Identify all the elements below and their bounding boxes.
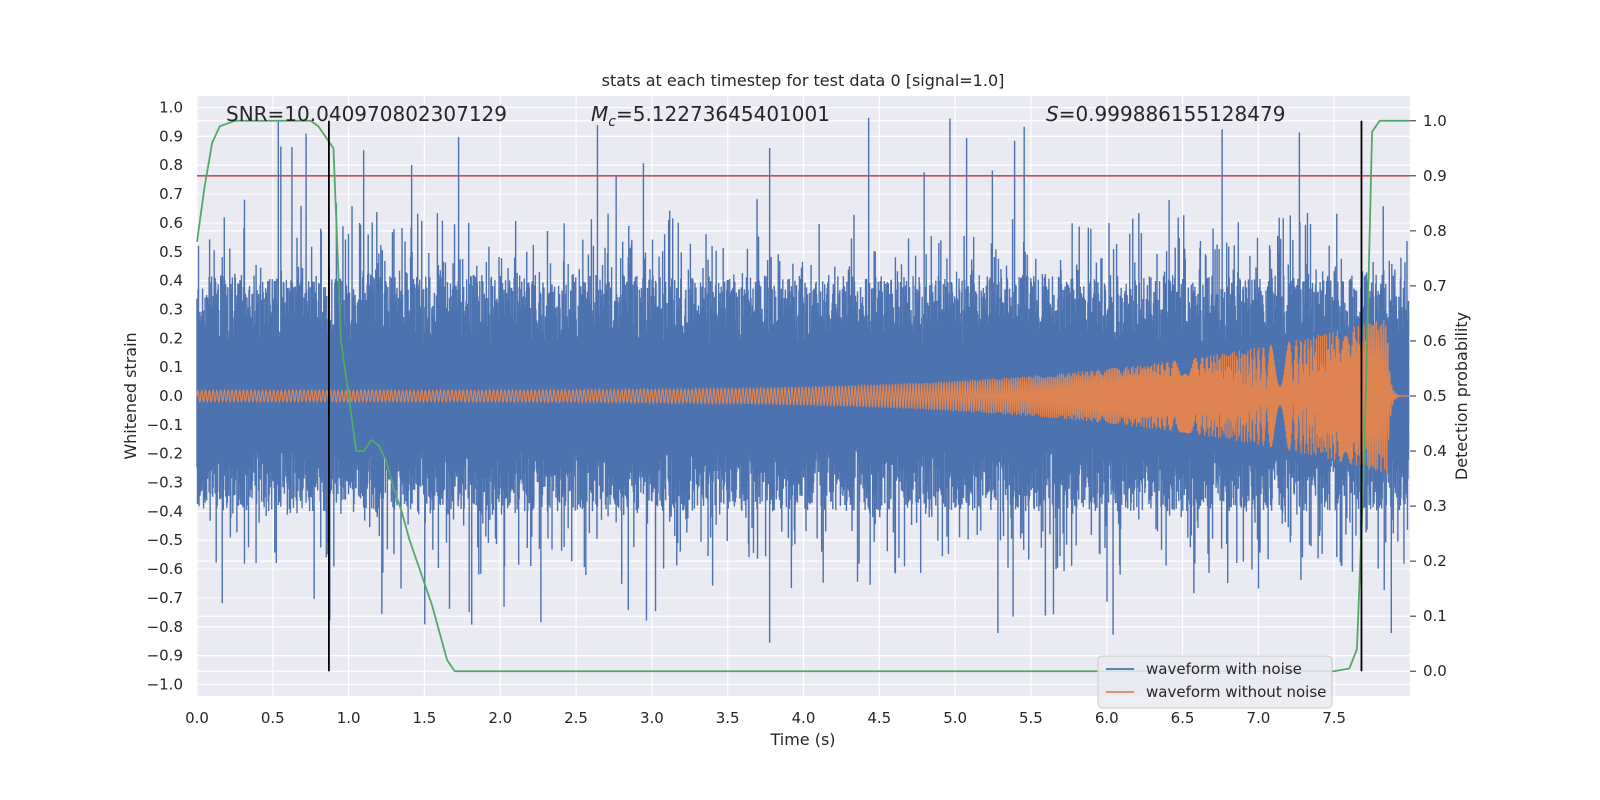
y2-tick-label: 1.0 — [1423, 112, 1447, 130]
y2-tick-label: 0.0 — [1423, 662, 1447, 680]
x-tick-label: 1.0 — [337, 709, 361, 727]
y2-tick-label: 0.4 — [1423, 442, 1447, 460]
s-symbol: S — [1046, 102, 1059, 126]
y-tick-label: 0.2 — [159, 329, 183, 347]
x-tick-label: 6.0 — [1095, 709, 1119, 727]
y2-tick-label: 0.6 — [1423, 332, 1447, 350]
x-tick-label: 4.0 — [792, 709, 816, 727]
x-tick-label: 3.5 — [716, 709, 740, 727]
y-axis-ticks: 1.0 0.9 0.8 0.7 0.6 0.5 0.4 0.3 0.2 0.1 0.0 −0.1 −0.… — [147, 99, 183, 694]
y2-tick-label: 0.8 — [1423, 222, 1447, 240]
y-tick-label: −0.8 — [147, 618, 183, 636]
mc-subscript: c — [608, 114, 616, 130]
detection-probability-line — [196, 119, 1410, 673]
marker-lines — [328, 120, 1363, 672]
y-tick-label: 0.8 — [159, 156, 183, 174]
x-tick-label: 3.0 — [640, 709, 664, 727]
y-tick-label: 0.7 — [159, 185, 183, 203]
mc-value: =5.12273645401001 — [616, 102, 830, 126]
legend-label-clean: waveform without noise — [1146, 683, 1326, 701]
x-tick-label: 6.5 — [1171, 709, 1195, 727]
x-tick-label: 5.5 — [1019, 709, 1043, 727]
y2-axis-title: Detection probability — [1452, 312, 1471, 480]
series-detection-probability — [196, 119, 1410, 673]
x-tick-label: 0.5 — [261, 709, 285, 727]
mc-symbol: M — [591, 102, 608, 126]
plot-area — [196, 96, 1410, 696]
x-tick-label: 2.5 — [564, 709, 588, 727]
y-tick-label: 1.0 — [159, 99, 183, 117]
x-axis-ticks: 0.0 0.5 1.0 1.5 2.0 2.5 3.0 3.5 4.0 4.5 5.0 5.5 6.0 6… — [185, 709, 1346, 727]
mc-annotation: Mc=5.12273645401001 — [591, 102, 830, 130]
y2-axis-ticks: 1.0 0.9 0.8 0.7 0.6 0.5 0.4 0.3 0.2 0.1 0.0 — [1410, 112, 1447, 680]
y2-tick-label: 0.5 — [1423, 387, 1447, 405]
x-tick-label: 1.5 — [413, 709, 437, 727]
y-tick-label: −0.6 — [147, 560, 183, 578]
y-axis-title: Whitened strain — [121, 332, 140, 459]
y2-tick-label: 0.7 — [1423, 277, 1447, 295]
y-tick-label: 0.0 — [159, 387, 183, 405]
y-tick-label: 0.3 — [159, 300, 183, 318]
y-tick-label: 0.5 — [159, 243, 183, 261]
y-tick-label: −0.5 — [147, 531, 183, 549]
y2-tick-label: 0.2 — [1423, 552, 1447, 570]
y-tick-label: 0.4 — [159, 272, 183, 290]
x-tick-label: 0.0 — [185, 709, 209, 727]
x-tick-label: 2.0 — [488, 709, 512, 727]
y-tick-label: −0.4 — [147, 502, 183, 520]
series-waveform-without-noise — [196, 320, 1409, 473]
y2-tick-label: 0.1 — [1423, 607, 1447, 625]
x-tick-label: 5.0 — [943, 709, 967, 727]
snr-annotation: SNR=10.040970802307129 — [226, 102, 507, 126]
y2-tick-label: 0.9 — [1423, 167, 1447, 185]
y-tick-label: −0.1 — [147, 416, 183, 434]
y-tick-label: −0.3 — [147, 474, 183, 492]
y-tick-label: −0.9 — [147, 647, 183, 665]
x-tick-label: 7.5 — [1322, 709, 1346, 727]
legend: waveform with noise waveform without noi… — [1097, 655, 1333, 709]
y-tick-label: 0.6 — [159, 214, 183, 232]
s-value: =0.999886155128479 — [1059, 102, 1286, 126]
chart-title: stats at each timestep for test data 0 [… — [602, 71, 1005, 90]
clean-waveform-line — [196, 320, 1409, 473]
x-tick-label: 7.0 — [1246, 709, 1270, 727]
y-tick-label: 0.1 — [159, 358, 183, 376]
x-tick-label: 4.5 — [867, 709, 891, 727]
legend-box — [1097, 655, 1333, 709]
y2-tick-label: 0.3 — [1423, 497, 1447, 515]
x-axis-title: Time (s) — [769, 730, 835, 749]
s-annotation: S=0.999886155128479 — [1046, 102, 1285, 126]
y-tick-label: −1.0 — [147, 675, 183, 693]
legend-label-noise: waveform with noise — [1146, 660, 1302, 678]
y-tick-label: −0.7 — [147, 589, 183, 607]
y-tick-label: −0.2 — [147, 445, 183, 463]
y-tick-label: 0.9 — [159, 127, 183, 145]
